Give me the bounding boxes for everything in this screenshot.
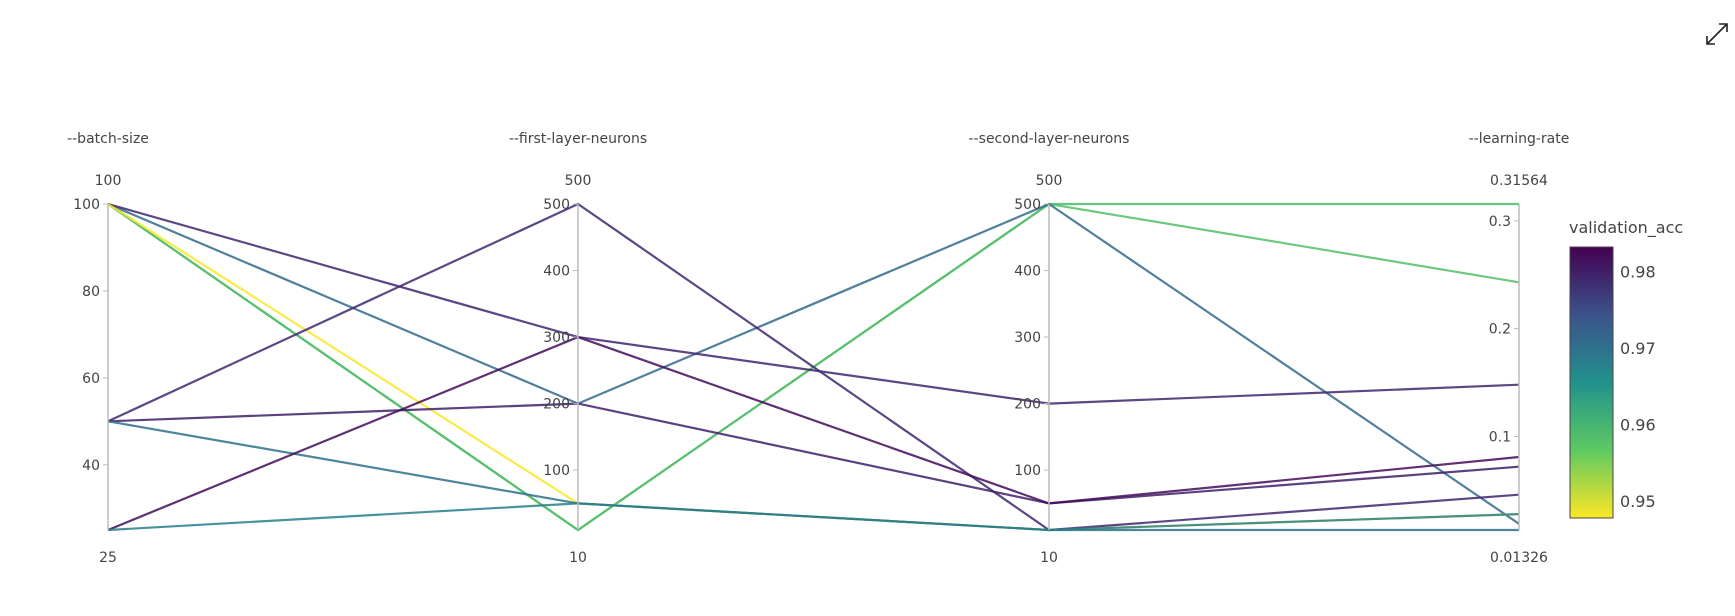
axis-title[interactable]: --first-layer-neurons xyxy=(509,131,647,147)
trial-line-8 xyxy=(107,335,1520,532)
axis-range-min: 25 xyxy=(99,550,117,566)
colorbar-gradient xyxy=(1569,246,1614,519)
colorbar-tick-label: 0.95 xyxy=(1620,492,1656,511)
trial-line-7 xyxy=(107,420,1519,532)
axis-tick-label: 200 xyxy=(543,397,570,413)
axis-tick-label: 100 xyxy=(1014,463,1041,479)
axis-batch-size[interactable]: --batch-size 100 25 40 60 80 100 xyxy=(67,131,149,566)
axis-tick-label: 200 xyxy=(1014,397,1041,413)
axis-range-max: 500 xyxy=(565,173,592,189)
polylines-layer xyxy=(107,202,1520,532)
axis-title[interactable]: --batch-size xyxy=(67,131,149,147)
axis-tick-label: 100 xyxy=(543,463,570,479)
colorbar-title: validation_acc xyxy=(1569,218,1683,238)
axis-tick-label: 0.3 xyxy=(1489,214,1511,230)
axis-tick-label: 100 xyxy=(73,197,100,213)
trial-line-2 xyxy=(107,202,1520,525)
axis-range-max: 0.31564 xyxy=(1490,173,1548,189)
axis-learning-rate[interactable]: --learning-rate 0.31564 0.01326 0.1 0.2 0.3 xyxy=(1469,131,1570,566)
axis-tick-label: 40 xyxy=(82,458,100,474)
axis-tick-label: 60 xyxy=(82,371,100,387)
colorbar: validation_acc 0.95 0.96 0.97 0.98 xyxy=(1569,218,1683,519)
axis-tick-label: 500 xyxy=(543,197,570,213)
axis-tick-label: 80 xyxy=(82,284,100,300)
axis-tick-label: 400 xyxy=(1014,264,1041,280)
axis-title[interactable]: --learning-rate xyxy=(1469,131,1570,147)
colorbar-tick-label: 0.97 xyxy=(1620,339,1656,358)
axis-tick-label: 300 xyxy=(1014,330,1041,346)
axis-range-max: 500 xyxy=(1036,173,1063,189)
axes-layer: --batch-size10025406080100--first-layer-… xyxy=(67,131,1569,566)
axis-tick-label: 0.2 xyxy=(1489,322,1511,338)
axis-tick-label: 0.1 xyxy=(1489,429,1511,445)
expand-button[interactable] xyxy=(1703,20,1731,48)
trial-line-9 xyxy=(107,502,1520,532)
axis-tick-label: 500 xyxy=(1014,197,1041,213)
axis-first-layer-neurons[interactable]: --first-layer-neurons 500 10 100 200 300 400 50… xyxy=(509,131,647,566)
axis-range-min: 0.01326 xyxy=(1490,550,1548,566)
colorbar-tick-label: 0.98 xyxy=(1620,262,1656,281)
trial-line-3 xyxy=(107,202,1520,405)
axis-title[interactable]: --second-layer-neurons xyxy=(969,131,1130,147)
expand-diagonal-arrows-icon xyxy=(1706,23,1728,45)
colorbar-tick-label: 0.96 xyxy=(1620,416,1656,435)
axis-range-max: 100 xyxy=(95,173,122,189)
axis-range-min: 10 xyxy=(1040,550,1058,566)
trial-line-6 xyxy=(107,402,1520,505)
trial-line-5 xyxy=(107,202,1520,532)
axis-tick-label: 300 xyxy=(543,330,570,346)
axis-tick-label: 400 xyxy=(543,264,570,280)
axis-second-layer-neurons[interactable]: --second-layer-neurons 500 10 100 200 300 400 5… xyxy=(969,131,1130,566)
axis-range-min: 10 xyxy=(569,550,587,566)
